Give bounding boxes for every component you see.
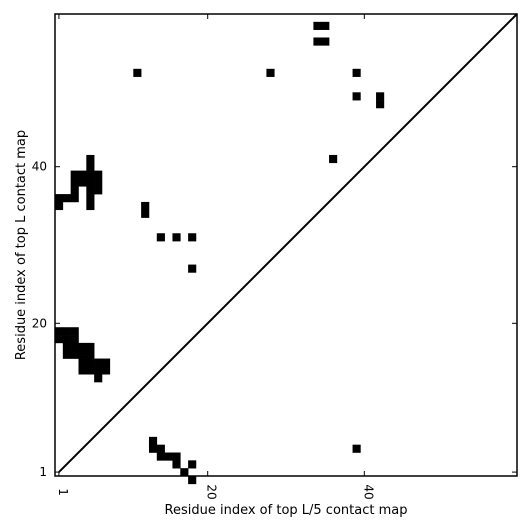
lower-contact-cell-10 (62, 350, 71, 359)
lower-contact-cell-17 (101, 358, 111, 367)
upper-contact-cell-18 (78, 178, 87, 187)
lower-contact-cell-4 (62, 335, 71, 344)
upper-contact-cell-6 (352, 68, 361, 77)
lower-contact-cell-19 (86, 366, 95, 375)
upper-contact-cell-1 (321, 21, 330, 30)
y-axis: 1 20 40 (32, 160, 517, 479)
lower-contact-cell-31 (180, 468, 189, 477)
upper-contact-cell-0 (313, 21, 322, 30)
upper-contact-cell-32 (156, 233, 165, 242)
lower-contact-cell-0 (55, 327, 64, 336)
lower-contact-cell-25 (156, 444, 165, 453)
x-tick-label-2: 40 (361, 484, 375, 499)
upper-contact-cell-7 (352, 92, 361, 101)
lower-contact-cell-11 (70, 350, 79, 359)
lower-contact-cell-13 (86, 350, 95, 359)
upper-contact-cell-31 (141, 209, 150, 218)
upper-contact-cell-26 (70, 194, 79, 203)
upper-contact-cell-13 (70, 170, 79, 179)
diagonal-line (58, 13, 518, 473)
lower-contact-cell-29 (172, 460, 181, 469)
lower-contact-cell-6 (62, 342, 71, 352)
upper-contact-cell-27 (86, 194, 95, 203)
upper-contact-cell-28 (55, 201, 64, 211)
lower-contact-cell-12 (78, 350, 87, 359)
upper-contact-cell-3 (321, 37, 330, 46)
lower-contacts (55, 327, 361, 485)
upper-contact-cell-12 (86, 162, 95, 171)
y-tick-label-1: 20 (32, 316, 47, 330)
lower-contact-cell-8 (78, 342, 87, 352)
lower-contact-cell-20 (94, 366, 103, 375)
x-tick-label-0: 1 (56, 488, 70, 496)
upper-contact-cell-34 (188, 233, 197, 242)
upper-contact-cell-2 (313, 37, 322, 46)
upper-contact-cell-17 (70, 178, 79, 187)
plot-area (54, 13, 518, 485)
y-tick-label-0: 1 (39, 465, 47, 479)
upper-contact-cell-8 (376, 92, 385, 101)
upper-contact-cell-29 (86, 201, 95, 211)
lower-contact-cell-33 (352, 444, 361, 453)
upper-contact-cell-16 (94, 170, 103, 179)
upper-contact-cell-9 (376, 100, 385, 109)
y-axis-label: Residue index of top L contact map (14, 130, 29, 360)
lower-contact-cell-28 (172, 452, 181, 461)
upper-contact-cell-5 (266, 68, 275, 77)
upper-contact-cell-33 (172, 233, 181, 242)
lower-contact-cell-2 (70, 327, 79, 336)
lower-contact-cell-5 (70, 335, 79, 344)
upper-contact-cell-4 (133, 68, 142, 77)
plot-border (54, 13, 518, 477)
lower-contact-cell-15 (86, 358, 95, 367)
lower-contact-cell-24 (148, 444, 158, 453)
lower-contact-cell-22 (94, 374, 103, 383)
lower-contact-cell-18 (78, 366, 87, 375)
lower-contact-cell-27 (164, 452, 173, 461)
x-axis-label: Residue index of top L/5 contact map (165, 503, 408, 518)
lower-contact-cell-26 (156, 452, 165, 461)
upper-contact-cell-15 (86, 170, 95, 179)
lower-contact-cell-9 (86, 342, 95, 352)
upper-contact-cell-20 (94, 178, 103, 187)
upper-contact-cell-21 (70, 186, 79, 195)
lower-contact-cell-1 (62, 327, 71, 336)
lower-contact-cell-3 (55, 335, 64, 344)
lower-contact-cell-30 (188, 460, 197, 469)
lower-contact-cell-21 (101, 366, 111, 375)
lower-contact-cell-7 (70, 342, 79, 352)
upper-contact-cell-11 (329, 154, 338, 164)
x-axis: 1 20 40 (56, 14, 375, 500)
upper-contact-cell-19 (86, 178, 95, 187)
lower-contact-cell-32 (188, 476, 197, 485)
lower-contact-cell-14 (78, 358, 87, 367)
upper-contact-cell-14 (78, 170, 87, 179)
upper-contact-cell-25 (62, 194, 71, 203)
upper-contact-cell-22 (86, 186, 95, 195)
y-tick-label-2: 40 (32, 160, 47, 174)
lower-contact-cell-16 (94, 358, 103, 367)
upper-contact-cell-10 (86, 154, 95, 164)
upper-contact-cell-23 (94, 186, 103, 195)
upper-contact-cell-35 (188, 264, 197, 273)
lower-contact-cell-23 (148, 436, 158, 445)
upper-contact-cell-24 (55, 194, 64, 203)
x-tick-label-1: 20 (205, 484, 219, 499)
upper-contacts (55, 21, 385, 273)
upper-contact-cell-30 (141, 201, 150, 211)
